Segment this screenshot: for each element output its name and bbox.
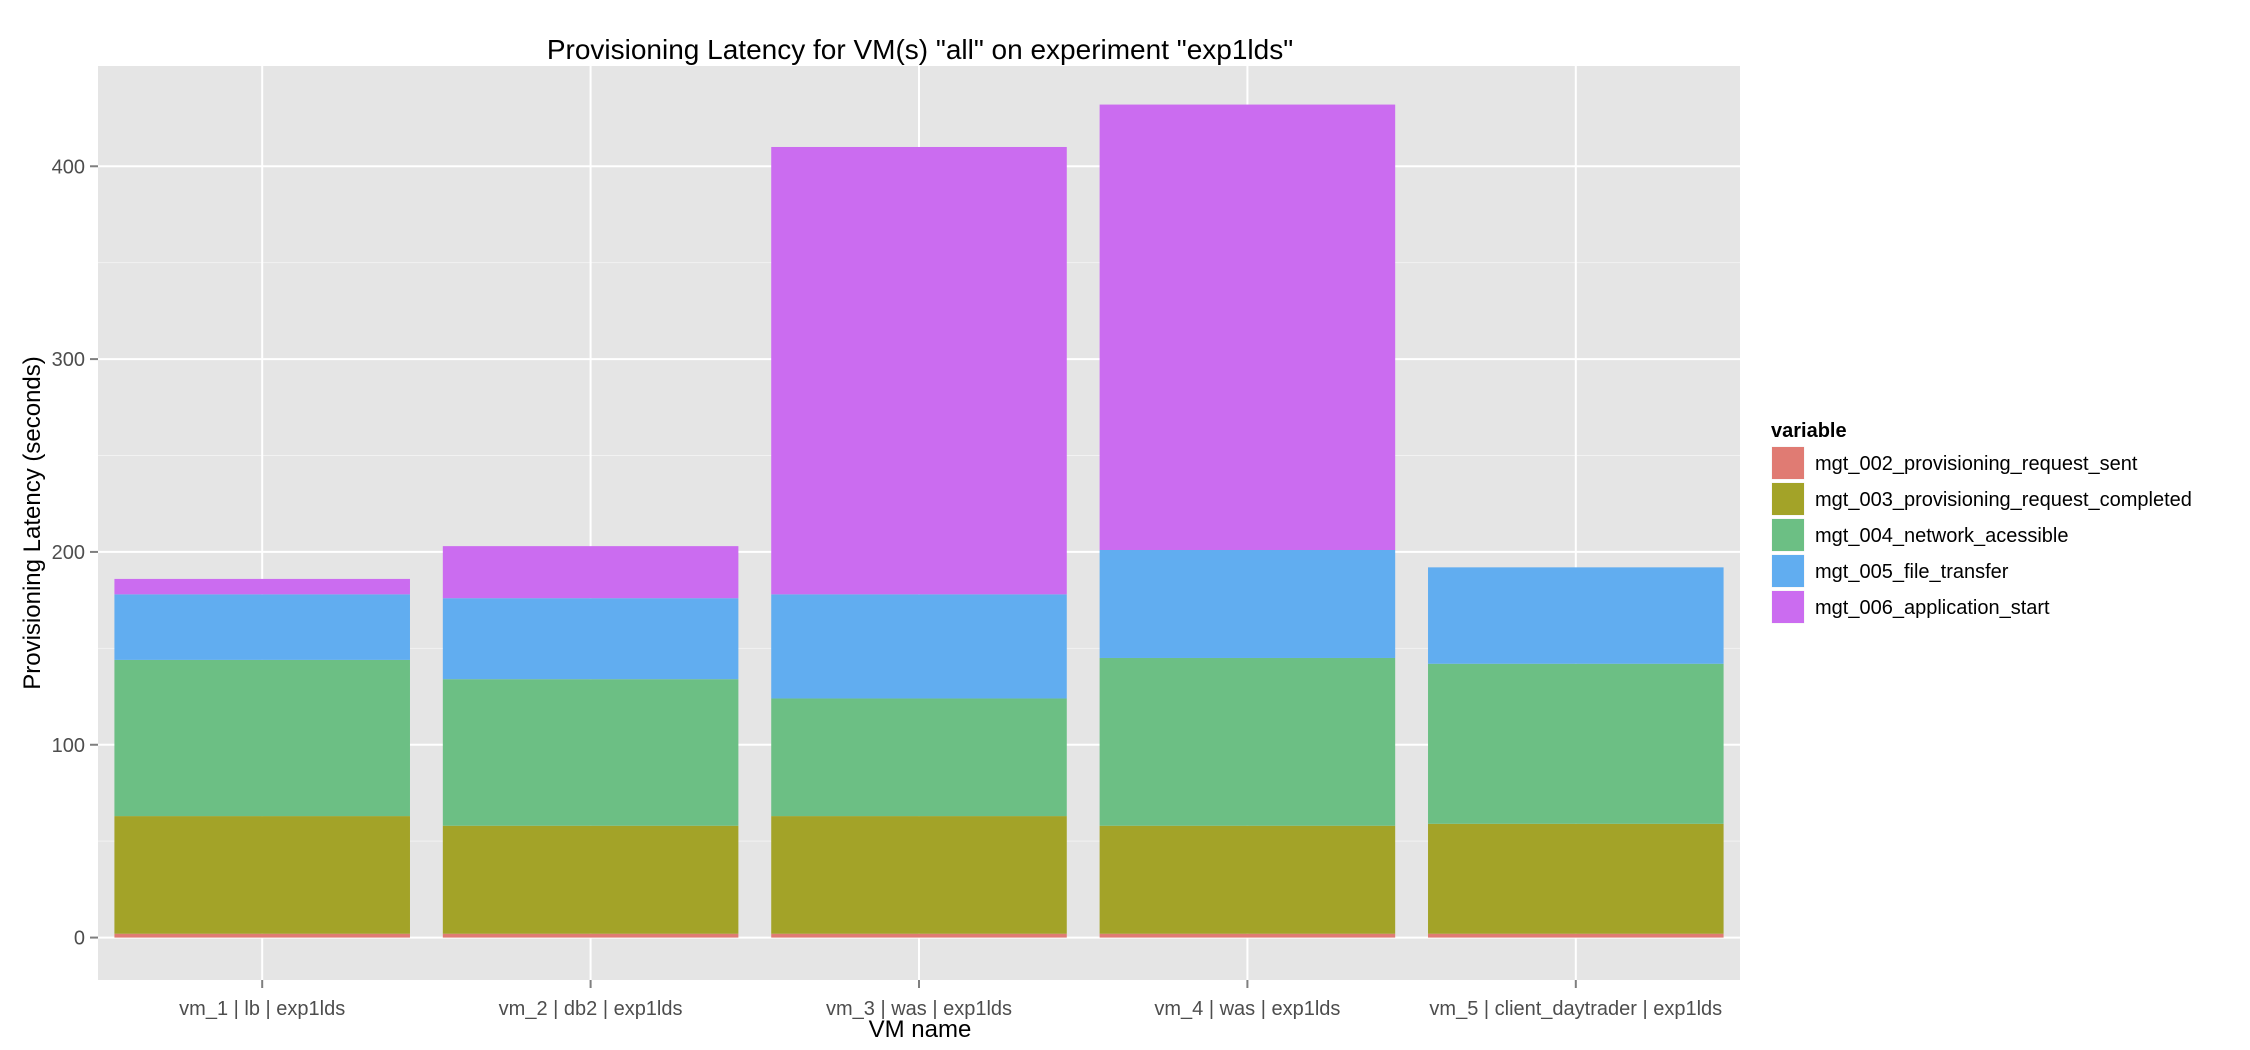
bar-segment xyxy=(114,594,410,660)
legend-title: variable xyxy=(1771,420,1847,442)
legend-swatch xyxy=(1772,519,1804,551)
x-tick-label: vm_2 | db2 | exp1lds xyxy=(499,998,683,1020)
bar-segment xyxy=(1428,933,1724,938)
bar-segment xyxy=(1099,657,1396,826)
legend-swatch xyxy=(1772,483,1804,515)
y-axis-title: Provisioning Latency (seconds) xyxy=(19,356,46,690)
bar-segment xyxy=(114,933,410,938)
x-tick-label: vm_5 | client_daytrader | exp1lds xyxy=(1429,998,1722,1020)
legend-label: mgt_005_file_transfer xyxy=(1815,561,2009,583)
y-tick-label: 400 xyxy=(52,156,85,178)
bar-segment xyxy=(442,825,739,934)
bar-segment xyxy=(1099,825,1396,934)
bar-segment xyxy=(1099,933,1396,938)
x-tick-label: vm_3 | was | exp1lds xyxy=(826,998,1012,1020)
x-axis: vm_1 | lb | exp1lds vm_2 | db2 | exp1lds v… xyxy=(179,980,1722,1020)
legend-items: mgt_002_provisioning_request_sent mgt_003… xyxy=(1770,445,2192,625)
legend-label: mgt_006_application_start xyxy=(1815,597,2050,619)
bar-segment xyxy=(442,546,739,599)
bar-segment xyxy=(1428,823,1724,934)
bar-segment xyxy=(442,598,739,680)
legend-swatch xyxy=(1772,591,1804,623)
legend-label: mgt_004_network_acessible xyxy=(1815,525,2069,547)
bar-segment xyxy=(1099,104,1396,550)
legend-label: mgt_002_provisioning_request_sent xyxy=(1815,453,2138,475)
bar-segment xyxy=(114,816,410,934)
x-tick-label: vm_1 | lb | exp1lds xyxy=(179,998,345,1020)
legend: variable mgt_002_provisioning_request_se… xyxy=(1770,420,2192,625)
bars xyxy=(114,104,1724,938)
bar-segment xyxy=(114,578,410,595)
y-tick-label: 200 xyxy=(52,542,85,564)
bar-segment xyxy=(1428,567,1724,664)
y-tick-label: 100 xyxy=(52,735,85,757)
y-tick-label: 0 xyxy=(74,928,85,950)
bar-segment xyxy=(442,933,739,938)
x-tick-label: vm_4 | was | exp1lds xyxy=(1154,998,1340,1020)
bar-segment xyxy=(771,698,1067,817)
y-tick-label: 300 xyxy=(52,349,85,371)
bar-segment xyxy=(771,816,1067,934)
legend-swatch xyxy=(1772,447,1804,479)
bar-segment xyxy=(1428,663,1724,824)
bar-segment xyxy=(114,659,410,817)
x-axis-title: VM name xyxy=(869,1016,972,1043)
bar-segment xyxy=(1099,549,1396,658)
bar-segment xyxy=(442,679,739,826)
bar-segment xyxy=(771,146,1067,595)
bar-segment xyxy=(771,933,1067,938)
bar-segment xyxy=(771,594,1067,699)
y-axis: 0 100 200 300 400 xyxy=(52,156,98,950)
legend-swatch xyxy=(1772,555,1804,587)
chart-title: Provisioning Latency for VM(s) "all" on … xyxy=(547,34,1293,65)
legend-label: mgt_003_provisioning_request_completed xyxy=(1815,489,2192,511)
